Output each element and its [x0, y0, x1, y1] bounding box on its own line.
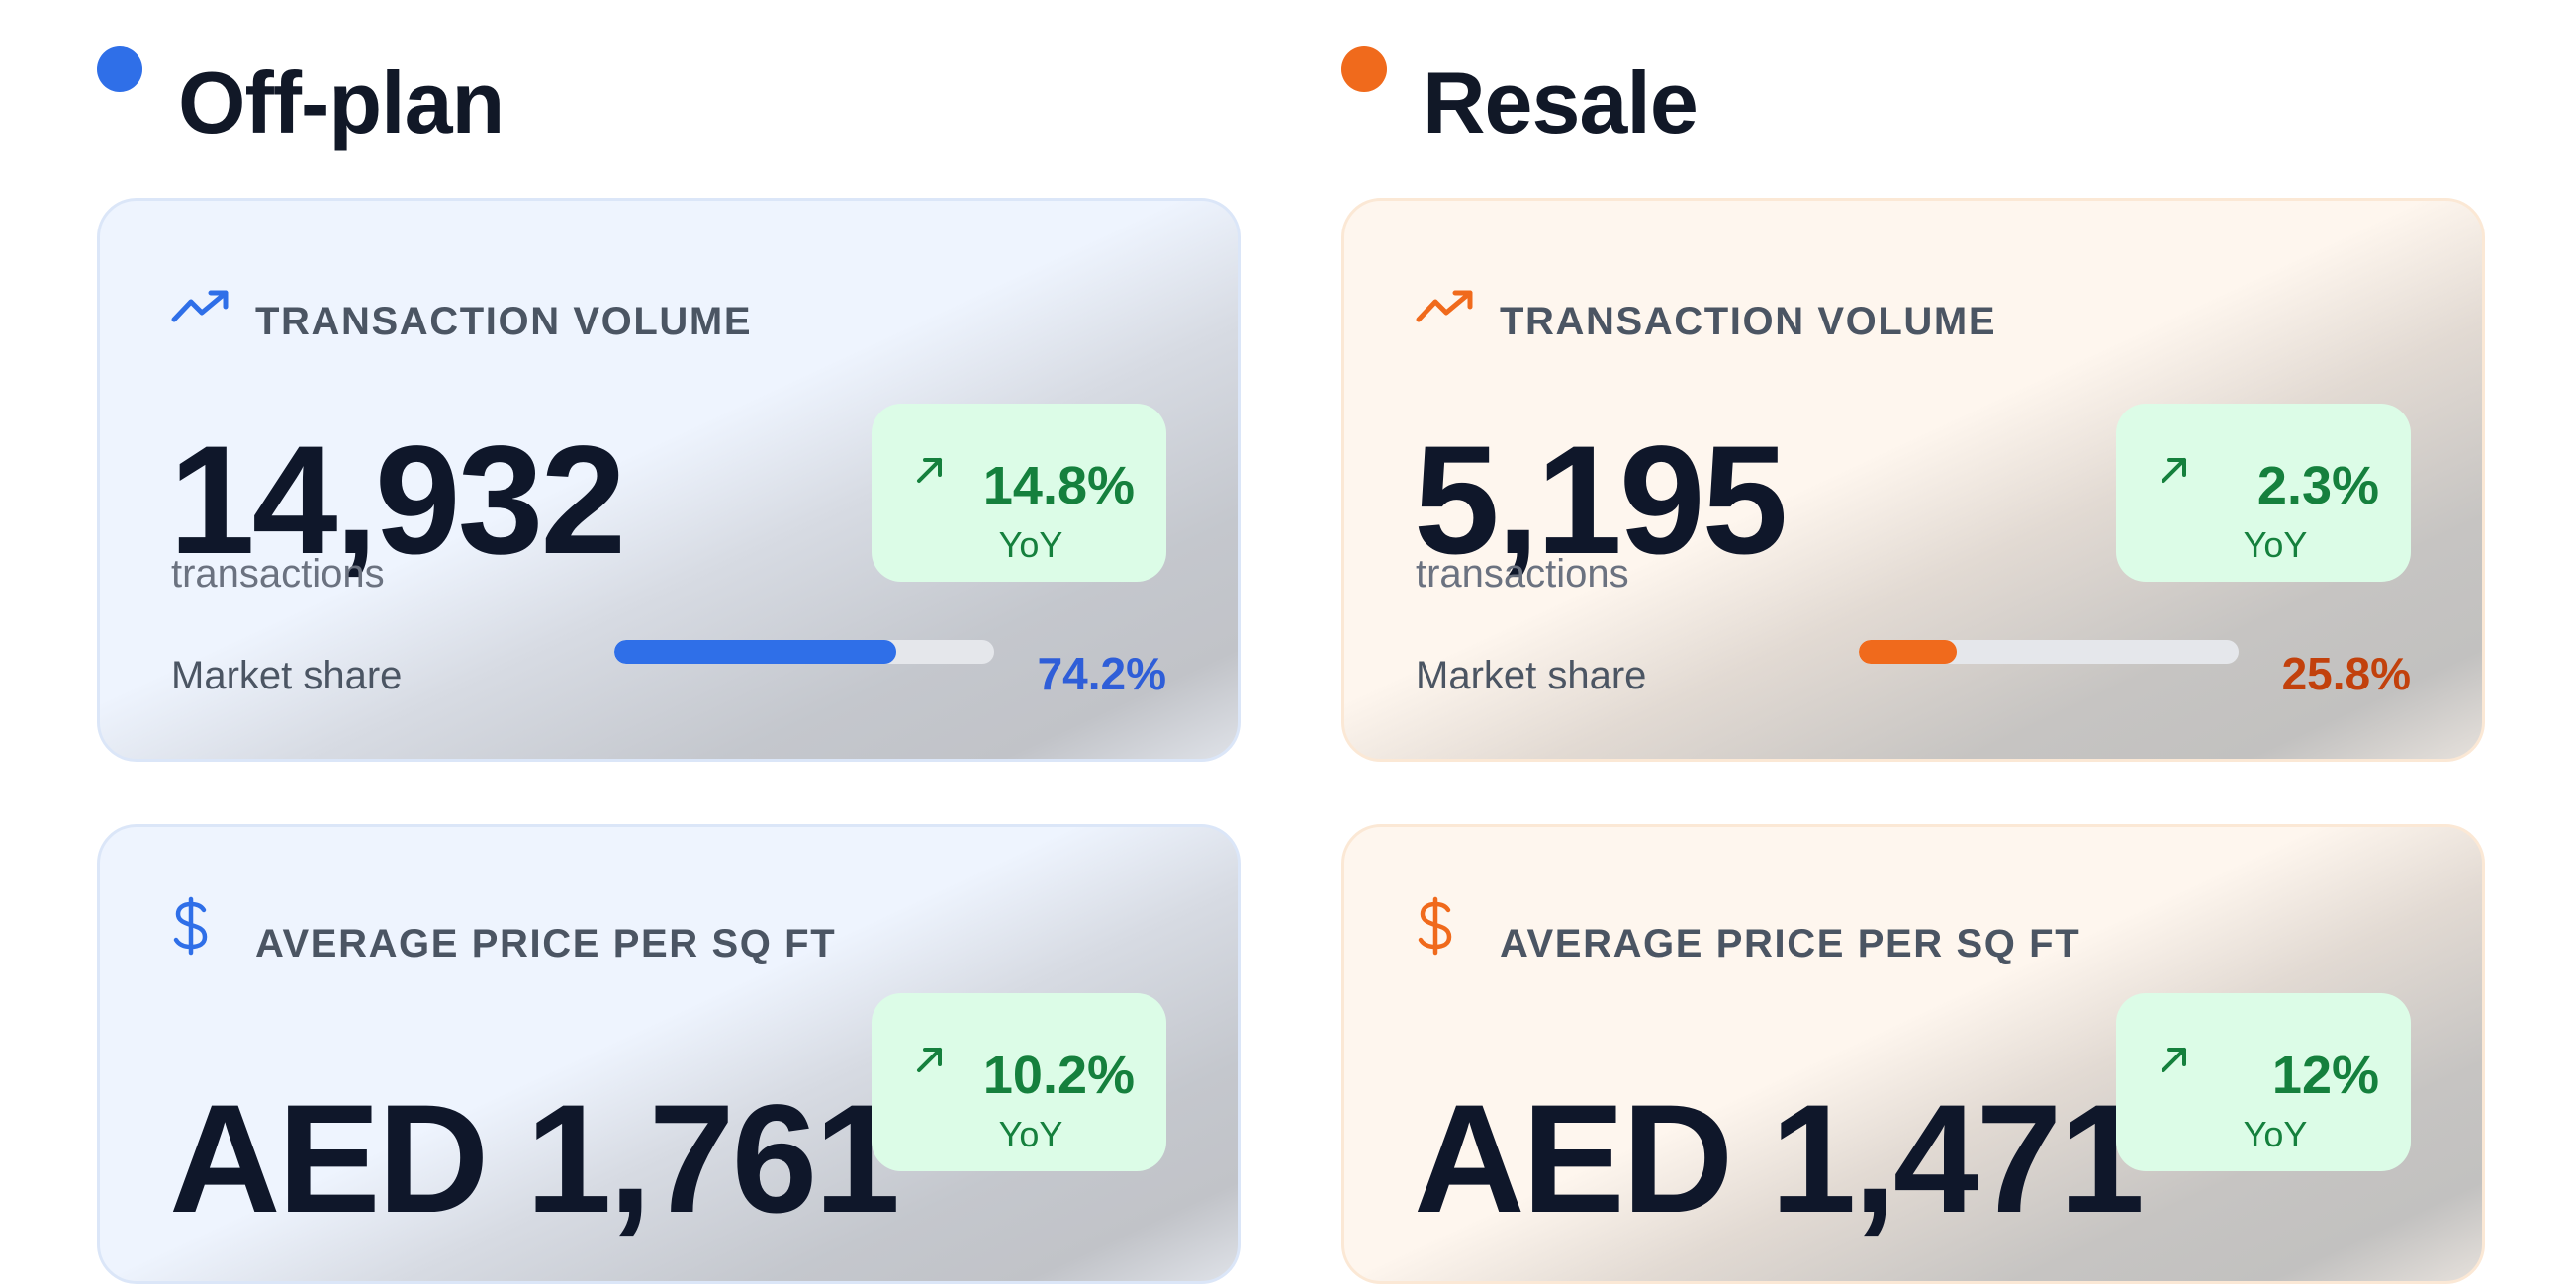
- market-share-label: Market share: [1416, 654, 1647, 697]
- arrow-up-right-icon: [915, 455, 945, 490]
- yoy-badge: 12% YoY: [2116, 993, 2411, 1171]
- avg-price-value: AED 1,471: [1414, 1073, 2145, 1245]
- unit-label: transactions: [171, 552, 385, 596]
- yoy-badge: 14.8% YoY: [872, 404, 1166, 582]
- trending-up-icon: [1416, 288, 1475, 328]
- avg-price-value: AED 1,761: [169, 1073, 900, 1245]
- offplan-indicator-dot: [97, 46, 142, 92]
- yoy-value: 2.3%: [2256, 456, 2379, 515]
- transaction-count: 5,195: [1414, 414, 1788, 587]
- offplan-avg-price-card: AVERAGE PRICE PER SQ FT AED 1,761 10.2% …: [97, 824, 1241, 1284]
- dollar-icon: [171, 896, 211, 961]
- card-label: TRANSACTION VOLUME: [1500, 300, 1997, 343]
- dollar-icon: [1416, 896, 1455, 961]
- card-label: AVERAGE PRICE PER SQ FT: [255, 922, 837, 965]
- transaction-count: 14,932: [169, 414, 626, 587]
- market-share-value: 74.2%: [1037, 648, 1166, 699]
- market-share-bar: [1859, 640, 2239, 664]
- market-share-bar-fill: [614, 640, 896, 664]
- resale-header: Resale: [1341, 0, 2489, 198]
- market-share-label: Market share: [171, 654, 403, 697]
- market-share-value: 25.8%: [2281, 648, 2411, 699]
- arrow-up-right-icon: [2160, 455, 2189, 490]
- offplan-transaction-volume-card: TRANSACTION VOLUME 14,932 transactions 1…: [97, 198, 1241, 762]
- card-label: TRANSACTION VOLUME: [255, 300, 753, 343]
- resale-title: Resale: [1423, 53, 1699, 151]
- offplan-title: Off-plan: [178, 53, 505, 151]
- trending-up-icon: [171, 288, 230, 328]
- yoy-label: YoY: [998, 524, 1063, 565]
- market-share-bar-fill: [1859, 640, 1958, 664]
- yoy-value: 14.8%: [982, 456, 1135, 515]
- yoy-label: YoY: [2243, 1114, 2308, 1154]
- arrow-up-right-icon: [915, 1045, 945, 1079]
- resale-column: Resale TRANSACTION VOLUME 5,195 transact…: [1341, 0, 2489, 1284]
- yoy-value: 12%: [2271, 1046, 2379, 1105]
- card-label: AVERAGE PRICE PER SQ FT: [1500, 922, 2081, 965]
- yoy-label: YoY: [998, 1114, 1063, 1154]
- yoy-badge: 10.2% YoY: [872, 993, 1166, 1171]
- resale-transaction-volume-card: TRANSACTION VOLUME 5,195 transactions 2.…: [1341, 198, 2485, 762]
- unit-label: transactions: [1416, 552, 1629, 596]
- yoy-value: 10.2%: [982, 1046, 1135, 1105]
- arrow-up-right-icon: [2160, 1045, 2189, 1079]
- market-share-bar: [614, 640, 994, 664]
- offplan-header: Off-plan: [97, 0, 1244, 198]
- resale-avg-price-card: AVERAGE PRICE PER SQ FT AED 1,471 12% Yo…: [1341, 824, 2485, 1284]
- yoy-label: YoY: [2243, 524, 2308, 565]
- offplan-column: Off-plan TRANSACTION VOLUME 14,932 trans…: [97, 0, 1244, 1284]
- resale-indicator-dot: [1341, 46, 1387, 92]
- yoy-badge: 2.3% YoY: [2116, 404, 2411, 582]
